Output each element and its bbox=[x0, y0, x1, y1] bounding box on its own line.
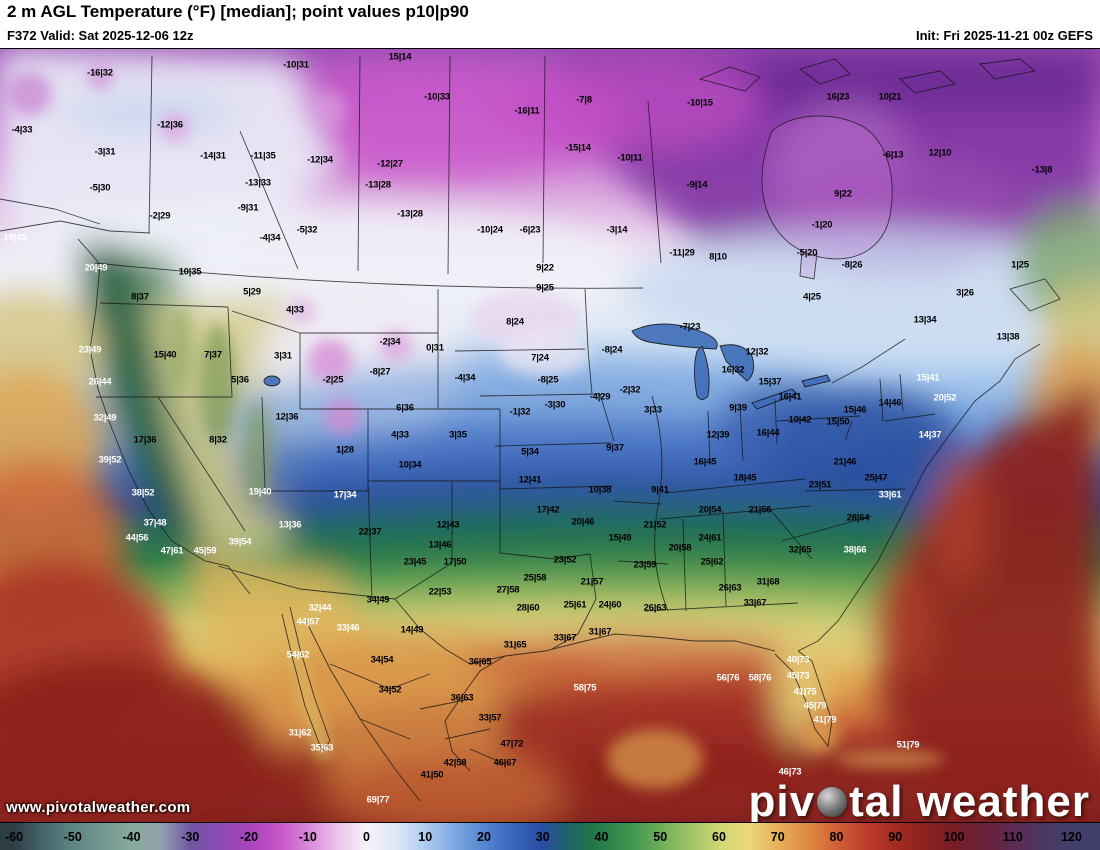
colorbar-tick: 50 bbox=[653, 830, 668, 844]
borders bbox=[0, 55, 1061, 802]
temperature-field-bands bbox=[0, 49, 1100, 823]
colorbar-tick: 30 bbox=[535, 830, 550, 844]
colorbar-tick: -40 bbox=[122, 830, 141, 844]
colorbar-tick: -20 bbox=[239, 830, 259, 844]
init-time-label: Init: Fri 2025-11-21 00z GEFS bbox=[915, 28, 1093, 43]
us-mexico-border bbox=[217, 565, 506, 665]
hudson-bay bbox=[761, 115, 893, 280]
lakes bbox=[263, 323, 831, 410]
colorbar-tick: 110 bbox=[1002, 830, 1023, 844]
logo-text-suffix: tal weather bbox=[849, 777, 1090, 826]
colorbar-tick: 20 bbox=[477, 830, 491, 844]
colorbar-tick: 80 bbox=[829, 830, 844, 844]
logo-text-prefix: piv bbox=[748, 777, 816, 826]
page-title: 2 m AGL Temperature (°F) [median]; point… bbox=[7, 2, 469, 21]
watermark-url: www.pivotalweather.com bbox=[6, 799, 191, 816]
colorbar-tick: 120 bbox=[1061, 830, 1082, 844]
mexico-states bbox=[329, 663, 506, 765]
colorbar-tick: -30 bbox=[181, 830, 200, 844]
temperature-map-svg bbox=[0, 49, 1100, 823]
temperature-colorbar: -60 -50 -40 -30 -20 -10 0 10 20 30 40 50 60 70 80 90 100… bbox=[0, 822, 1100, 850]
colorbar-tick: 40 bbox=[594, 830, 609, 844]
colorbar-tick: 100 bbox=[943, 830, 965, 844]
temperature-map bbox=[0, 48, 1100, 823]
logo-globe-icon bbox=[817, 787, 848, 817]
canada-borders bbox=[0, 55, 662, 289]
valid-time-label: F372 Valid: Sat 2025-12-06 12z bbox=[7, 28, 194, 43]
colorbar-tick: -50 bbox=[63, 830, 82, 844]
midwest-south-states bbox=[613, 395, 906, 612]
northeast-states bbox=[776, 373, 936, 442]
colorbar-tick: 10 bbox=[418, 830, 433, 844]
colorbar-tick: -60 bbox=[4, 830, 24, 844]
colorbar-tick: 0 bbox=[363, 830, 370, 844]
plains-states bbox=[394, 288, 615, 650]
western-states bbox=[96, 289, 501, 600]
temperature-field-spots bbox=[8, 64, 945, 789]
colorbar-tick: 90 bbox=[888, 830, 903, 844]
colorbar-tick: 70 bbox=[770, 830, 785, 844]
colorbar-tick: -10 bbox=[298, 830, 317, 844]
colorbar-tick: 60 bbox=[712, 830, 726, 844]
arctic-islands bbox=[698, 58, 1037, 94]
pivotal-weather-logo: piv tal weather bbox=[749, 780, 1090, 824]
east-coast bbox=[444, 278, 1061, 772]
